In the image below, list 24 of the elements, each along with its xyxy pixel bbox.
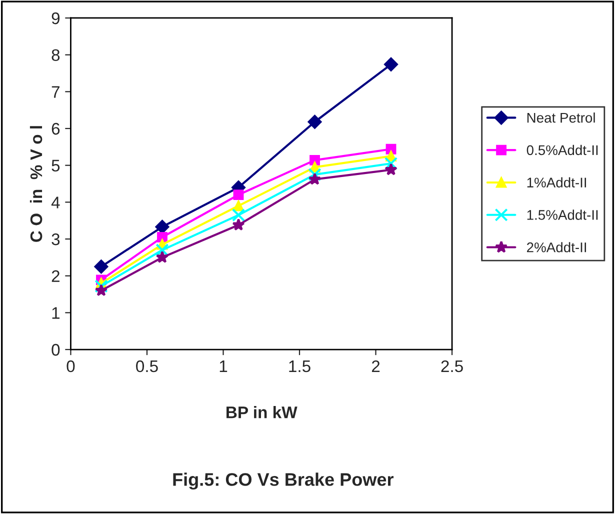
y-tick-label: 7 [52, 86, 60, 98]
y-tick-label: 3 [52, 233, 60, 246]
legend-label: Neat Petrol [527, 112, 595, 123]
x-axis-title: BP in kW [226, 406, 298, 418]
legend-label: 1%Addt-II [527, 177, 586, 188]
y-tick-label: 6 [52, 122, 60, 135]
y-tick-label: 9 [52, 12, 60, 24]
y-tick-label: 1 [52, 307, 60, 319]
x-tick-label: 2.5 [441, 360, 463, 372]
y-tick-label: 0 [52, 344, 60, 356]
x-tick-label: 2 [372, 360, 380, 372]
x-tick-label: 0.5 [136, 360, 158, 372]
legend-label: 0.5%Addt-II [526, 144, 598, 156]
x-tick-label: 1 [220, 360, 228, 372]
y-tick-label: 2 [52, 270, 60, 282]
text: Fig.5: CO Vs Brake Power [173, 472, 394, 490]
x-tick-label: 0 [66, 360, 75, 372]
y-tick-label: 8 [52, 49, 60, 62]
legend-label: 2%Addt-II [526, 242, 586, 252]
y-tick-label: 4 [51, 196, 60, 208]
y-axis-title: C O in % V o l [30, 126, 42, 242]
legend-label: 1.5%Addt-II [527, 210, 598, 220]
y-tick-label: 5 [52, 160, 60, 172]
x-tick-label: 1.5 [289, 360, 310, 372]
